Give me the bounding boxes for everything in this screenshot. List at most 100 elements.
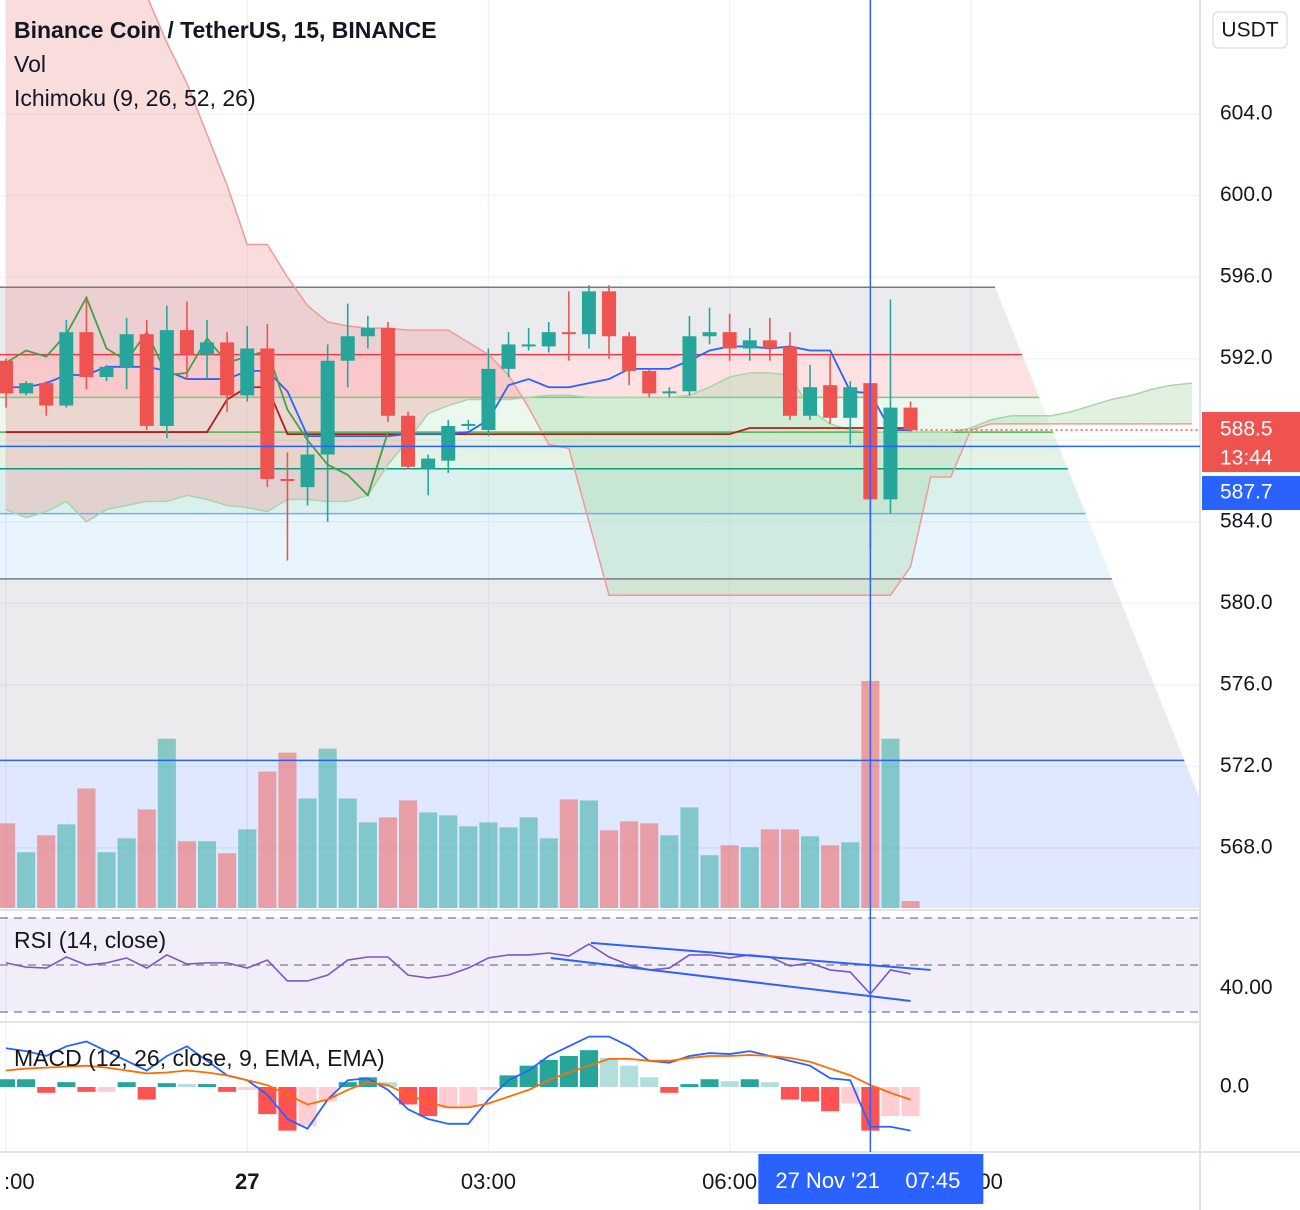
macd-histogram-bar	[137, 1087, 156, 1100]
volume-bar	[599, 830, 619, 908]
y-tick-label: 572.0	[1220, 754, 1273, 777]
volume-bar	[539, 838, 558, 908]
macd-histogram-bar	[338, 1082, 357, 1087]
candle-body	[260, 348, 275, 479]
ichimoku-cloud	[990, 415, 1012, 424]
currency-button[interactable]	[1212, 11, 1288, 49]
volume-bar	[238, 829, 257, 908]
macd-histogram-bar	[117, 1082, 136, 1087]
last-price-label: 588.5	[1220, 418, 1273, 441]
candle-body	[561, 332, 576, 335]
candle-body	[220, 342, 235, 396]
candle-body	[602, 291, 617, 337]
ichimoku-span-a	[5, 372, 1193, 523]
currency-label[interactable]: USDT	[1221, 19, 1278, 42]
candle-body	[481, 368, 496, 431]
macd-histogram-bar	[740, 1079, 759, 1087]
macd-histogram-bar	[821, 1087, 840, 1112]
volume-bar	[378, 817, 397, 908]
ichimoku-cloud	[1011, 415, 1032, 424]
macd-histogram-bar	[760, 1082, 779, 1087]
candle-body	[300, 454, 315, 488]
ichimoku-cloud	[1131, 389, 1152, 424]
ichimoku-cloud	[568, 395, 589, 522]
volume-bar	[720, 845, 739, 908]
macd-histogram-bar	[700, 1079, 719, 1087]
ichimoku-cloud	[86, 0, 107, 522]
ichimoku-cloud	[910, 432, 931, 567]
macd-histogram-bar	[258, 1087, 277, 1115]
y-tick-label: 584.0	[1220, 509, 1273, 532]
volume-bar	[760, 829, 779, 908]
volume-bar	[177, 841, 196, 908]
candle-body	[19, 383, 34, 394]
rsi-band	[0, 918, 1200, 1012]
crosshair-date: 27 Nov '21	[775, 1168, 880, 1193]
macd-histogram-bar	[901, 1087, 920, 1117]
ichimoku-cloud	[1111, 395, 1132, 424]
ichimoku-cloud	[66, 0, 87, 522]
ichimoku-cloud	[6, 0, 27, 518]
macd-histogram-bar	[680, 1084, 699, 1087]
price-panel	[0, 0, 1200, 908]
ichimoku-lagging	[5, 295, 389, 497]
macd-histogram-bar	[197, 1084, 217, 1087]
volume-bar	[0, 823, 16, 908]
volume-bar	[519, 817, 538, 908]
crosshair-price-label: 587.7	[1220, 481, 1273, 504]
ichimoku-cloud	[146, 0, 167, 502]
x-tick-label: 27	[235, 1169, 259, 1194]
macd-histogram-bar	[157, 1083, 176, 1087]
candle-body	[320, 360, 335, 455]
volume-bar	[398, 800, 418, 908]
level-zone	[0, 287, 1023, 355]
volume-bar	[37, 835, 56, 908]
y-tick-label: 604.0	[1220, 102, 1273, 125]
candle-body	[380, 328, 395, 416]
ichimoku-cloud	[930, 432, 951, 477]
candle-body	[159, 330, 174, 426]
candle-body	[79, 332, 94, 378]
ichimoku-cloud	[106, 0, 127, 510]
ichimoku-cloud	[1171, 383, 1192, 424]
ichimoku-cloud	[609, 397, 630, 596]
ichimoku-cloud	[1091, 399, 1112, 424]
volume-bar	[137, 809, 156, 908]
candle-body	[179, 330, 194, 355]
candle-body	[280, 478, 295, 482]
candle-body	[521, 344, 536, 347]
ichimoku-cloud	[186, 83, 208, 500]
volume-bar	[479, 822, 498, 908]
volume-bar	[419, 812, 438, 908]
bar-countdown: 13:44	[1220, 447, 1273, 470]
macd-histogram-bar	[57, 1082, 76, 1087]
volume-bar	[97, 852, 116, 908]
volume-bar	[881, 738, 900, 908]
crosshair-time: 07:45	[905, 1168, 960, 1193]
ichimoku-cloud	[1031, 415, 1052, 424]
ichimoku-cloud	[408, 330, 429, 441]
level-zone	[0, 468, 1086, 514]
candle-body	[501, 344, 516, 369]
volume-bar	[901, 901, 920, 908]
volume-bar	[841, 842, 860, 908]
candle-body	[883, 407, 898, 500]
ichimoku-cloud	[810, 409, 831, 596]
ichimoku-span-b	[147, 0, 1192, 596]
candle-body	[360, 328, 375, 337]
candle-body	[39, 383, 54, 406]
ichimoku-cloud	[347, 326, 368, 502]
candle-body	[441, 425, 456, 461]
candle-body	[200, 342, 215, 355]
macd-line	[5, 1035, 911, 1132]
indicator-legend: Ichimoku (9, 26, 52, 26)	[14, 85, 256, 111]
macd-histogram-bar	[539, 1059, 558, 1087]
macd-histogram-bar	[37, 1087, 56, 1093]
ichimoku-cloud	[428, 330, 449, 414]
macd-histogram-bar	[599, 1057, 619, 1087]
macd-histogram-bar	[439, 1087, 458, 1109]
level-zone	[0, 578, 1185, 761]
volume-bar	[801, 836, 820, 908]
